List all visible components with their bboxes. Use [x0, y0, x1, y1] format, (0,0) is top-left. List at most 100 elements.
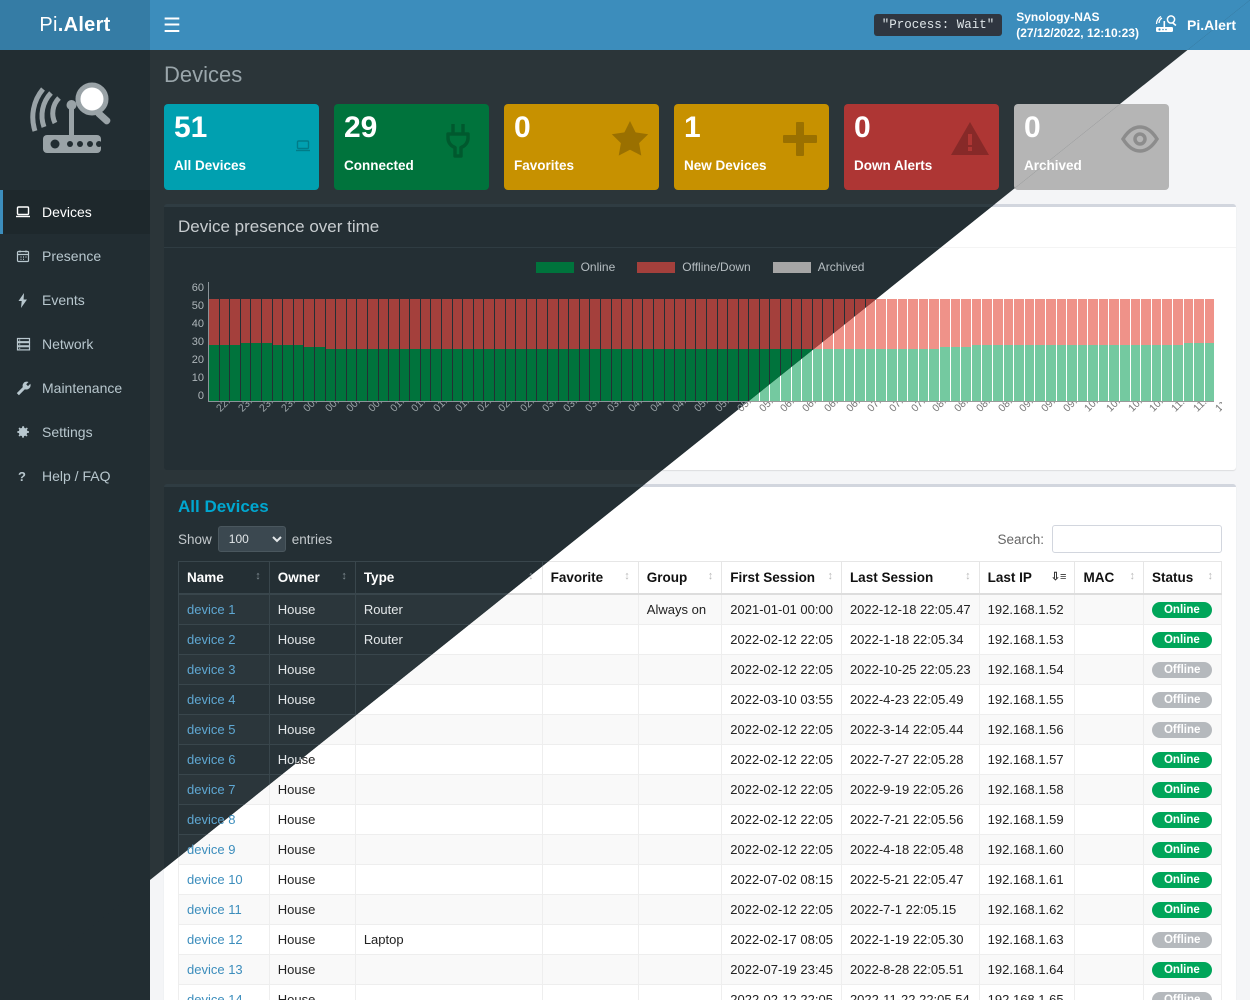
cell-owner: House	[268, 924, 356, 955]
cell-name[interactable]: device 13	[178, 954, 270, 985]
chart-bar	[367, 299, 378, 401]
chart-bar	[770, 299, 781, 401]
column-label: Name	[187, 570, 224, 585]
cell-mac	[1074, 624, 1144, 655]
column-header-first-session[interactable]: First Session ↕	[721, 561, 842, 595]
chart-bar	[918, 299, 929, 401]
column-header-favorite[interactable]: Favorite ↕	[541, 561, 639, 595]
legend-item-archived[interactable]: Archived	[772, 260, 864, 274]
cell-type: Laptop	[354, 924, 543, 955]
cell-name[interactable]: device 2	[178, 624, 270, 655]
device-link[interactable]: device 4	[187, 692, 236, 707]
device-link[interactable]: device 5	[187, 722, 236, 737]
stat-box-new-devices[interactable]: 1 New Devices	[674, 104, 829, 190]
column-label: Last Session	[849, 570, 934, 585]
chart-bar	[484, 299, 495, 401]
search-input[interactable]	[1052, 525, 1222, 553]
sidebar-item-events[interactable]: Events	[0, 278, 150, 322]
chart-bar	[1088, 299, 1098, 401]
y-tick: 0	[197, 390, 204, 402]
chart-bar	[706, 299, 717, 401]
cell-name[interactable]: device 3	[178, 654, 270, 685]
page-size-select[interactable]: 102550100	[217, 526, 286, 552]
legend-item-online[interactable]: Online	[535, 260, 615, 274]
chart-panel-header: Device presence over time	[164, 207, 1236, 248]
stat-box-favorites[interactable]: 0 Favorites	[504, 104, 659, 190]
sidebar-item-devices[interactable]: Devices	[0, 190, 150, 234]
cell-status: Online	[1142, 624, 1223, 655]
column-header-owner[interactable]: Owner ↕	[268, 561, 356, 595]
cell-name[interactable]: device 1	[178, 593, 270, 625]
column-header-last-session[interactable]: Last Session ↕	[840, 561, 980, 595]
legend-item-offline-down[interactable]: Offline/Down	[637, 260, 751, 274]
status-badge: Online	[1151, 752, 1212, 768]
column-header-group[interactable]: Group ↕	[637, 561, 723, 595]
stat-box-all-devices[interactable]: 51 All Devices	[164, 104, 319, 190]
cell-name[interactable]: device 4	[178, 684, 270, 715]
cell-last-session: 2022-9-19 22:05.26	[840, 774, 980, 805]
status-badge: Online	[1151, 902, 1212, 918]
device-link[interactable]: device 9	[187, 842, 236, 857]
device-link[interactable]: device 12	[187, 932, 243, 947]
stat-box-connected[interactable]: 29 Connected	[334, 104, 489, 190]
sidebar-item-settings[interactable]: Settings	[0, 410, 150, 454]
sidebar-item-presence[interactable]: Presence	[0, 234, 150, 278]
hamburger-icon[interactable]: ☰	[163, 14, 181, 37]
cell-first-session: 2022-07-19 23:45	[721, 954, 842, 985]
device-link[interactable]: device 2	[187, 632, 236, 647]
sidebar-item-maintenance[interactable]: Maintenance	[0, 366, 150, 410]
status-badge: Online	[1151, 782, 1212, 798]
cell-name[interactable]: device 12	[178, 924, 270, 955]
cell-group	[637, 624, 723, 655]
cell-name[interactable]: device 5	[178, 714, 270, 745]
cell-last-ip: 192.168.1.56	[978, 714, 1076, 745]
cell-group	[637, 804, 723, 835]
host-info: Synology-NAS (27/12/2022, 12:10:23)	[1016, 9, 1139, 41]
legend-swatch	[772, 261, 811, 273]
cell-name[interactable]: device 6	[178, 744, 270, 775]
cell-group	[637, 924, 723, 955]
host-time: (27/12/2022, 12:10:23)	[1016, 26, 1139, 40]
device-link[interactable]: device 14	[187, 992, 243, 1000]
device-link[interactable]: device 7	[187, 782, 236, 797]
cell-last-ip: 192.168.1.55	[978, 684, 1076, 715]
cell-favorite	[541, 924, 639, 955]
device-link[interactable]: device 6	[187, 752, 236, 767]
column-header-last-ip[interactable]: Last IP ⇩≡	[978, 561, 1076, 595]
device-link[interactable]: device 3	[187, 662, 236, 677]
cell-status: Online	[1142, 894, 1223, 925]
device-link[interactable]: device 1	[187, 602, 236, 617]
chart-bar	[738, 299, 749, 401]
cell-name[interactable]: device 14	[178, 984, 270, 1000]
cell-name[interactable]: device 11	[178, 894, 270, 925]
chart-title: Device presence over time	[178, 217, 380, 236]
cell-name[interactable]: device 10	[178, 864, 270, 895]
column-header-mac[interactable]: MAC ↕	[1074, 561, 1144, 595]
sidebar-item-help-faq[interactable]: ? Help / FAQ	[0, 454, 150, 498]
chart-bar	[473, 299, 484, 401]
cell-mac	[1074, 924, 1144, 955]
column-header-status[interactable]: Status ↕	[1142, 561, 1223, 595]
cell-group: Always on	[637, 593, 723, 625]
cell-favorite	[541, 774, 639, 805]
column-header-type[interactable]: Type ↕	[354, 561, 543, 595]
sidebar-item-label: Settings	[42, 424, 93, 440]
device-link[interactable]: device 11	[187, 902, 242, 917]
cell-type	[354, 804, 543, 835]
device-link[interactable]: device 13	[187, 962, 243, 977]
device-link[interactable]: device 10	[187, 872, 243, 887]
column-header-name[interactable]: Name ↕	[178, 561, 270, 595]
app-logo[interactable]: Pi.Alert	[0, 0, 150, 50]
stat-box-down-alerts[interactable]: 0 Down Alerts	[844, 104, 999, 190]
sidebar-item-label: Maintenance	[42, 380, 123, 396]
sidebar-item-network[interactable]: Network	[0, 322, 150, 366]
